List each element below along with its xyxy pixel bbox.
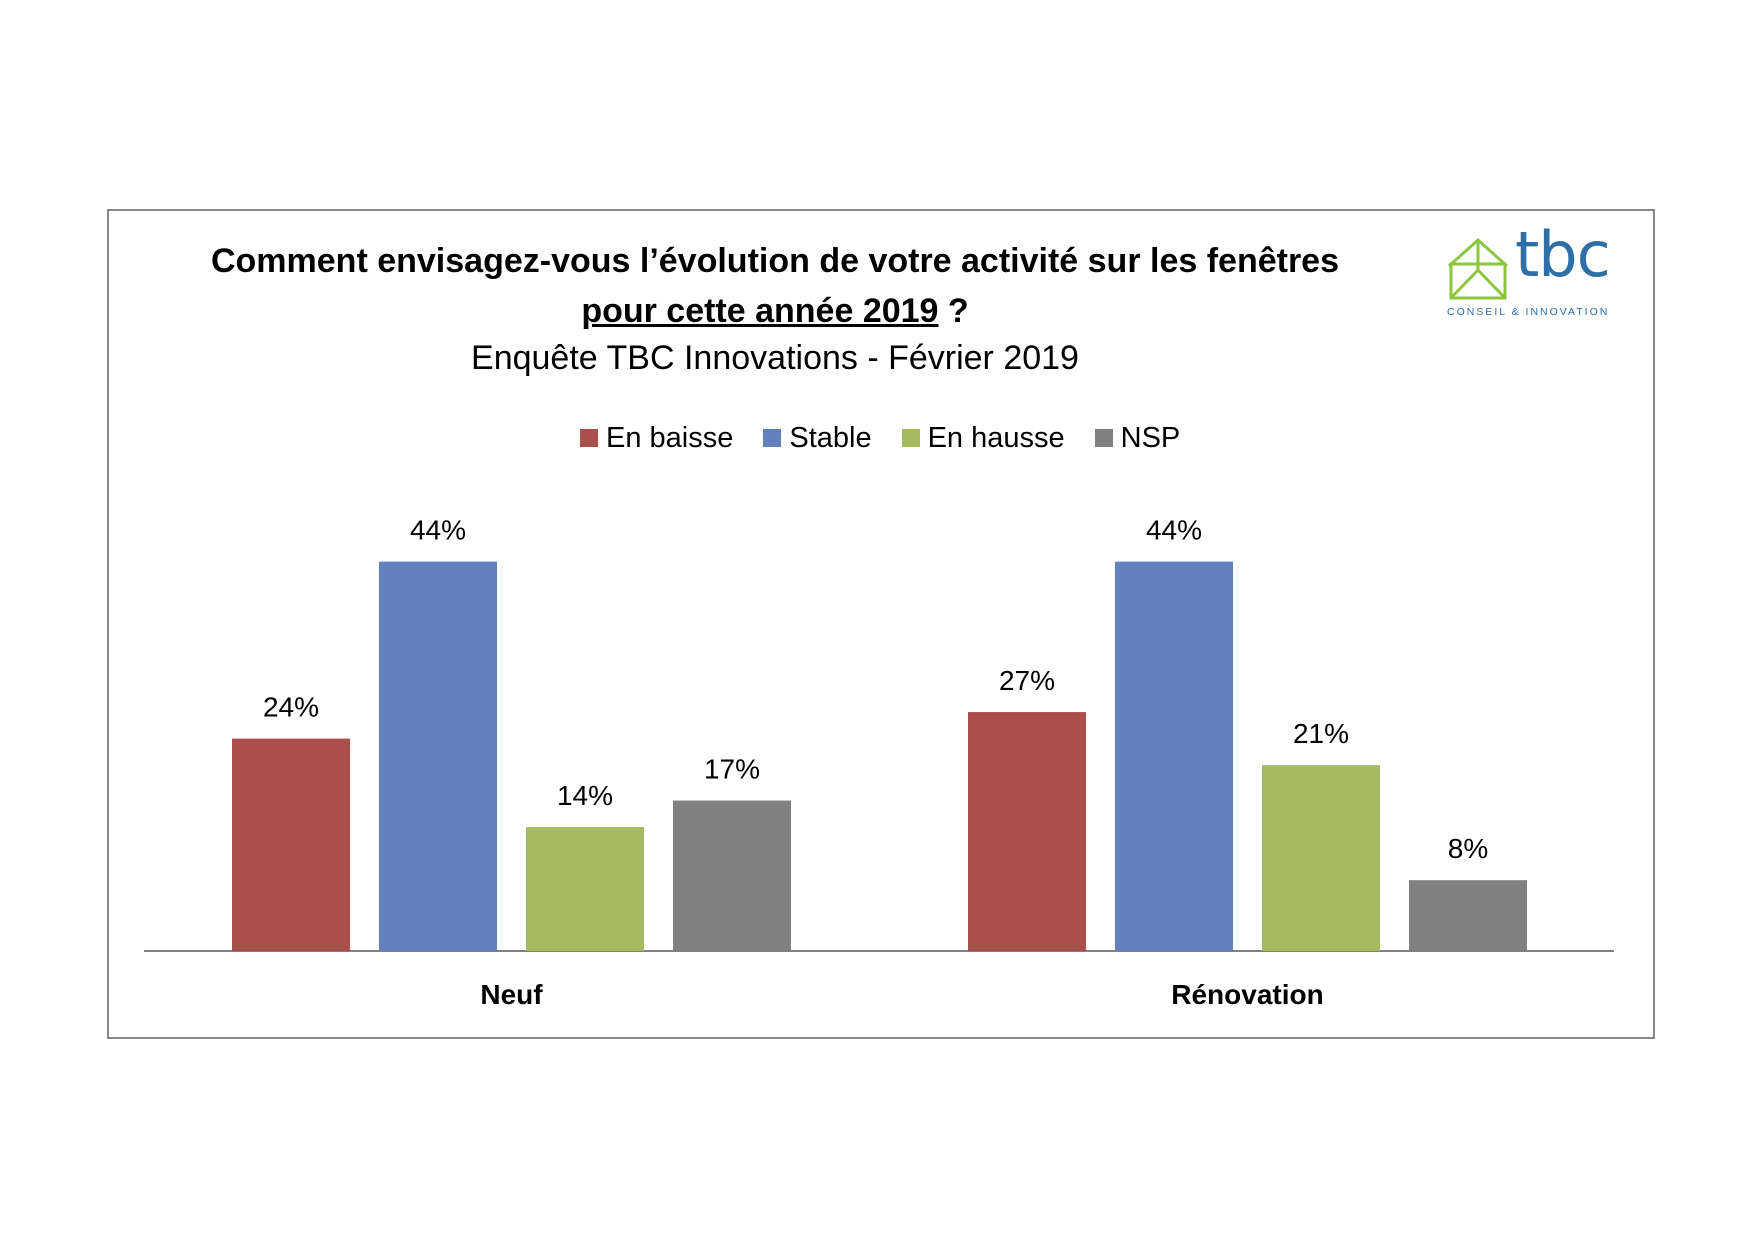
- legend-item-en-hausse: En hausse: [901, 421, 1065, 455]
- data-label-neuf-nsp: 17%: [704, 754, 760, 785]
- legend-swatch-stable: [763, 429, 782, 447]
- data-label-neuf-en-baisse: 24%: [263, 692, 319, 723]
- legend-item-en-baisse: En baisse: [580, 422, 733, 455]
- house-icon: [1447, 237, 1509, 300]
- data-label-neuf-en-hausse: 14%: [557, 780, 613, 811]
- chart-title-line1: Comment envisagez-vous l’évolution de vo…: [210, 242, 1339, 280]
- logo-wordmark: tbc: [1515, 218, 1611, 291]
- bar-renovation-nsp: [1409, 880, 1527, 951]
- bar-renovation-en-hausse: [1262, 765, 1380, 951]
- data-label-renovation-en-baisse: 27%: [999, 665, 1055, 696]
- legend-swatch-en-hausse: [901, 429, 920, 447]
- chart-frame: [107, 209, 1655, 1039]
- tbc-logo: tbc CONSEIL & INNOVATION: [1445, 218, 1635, 322]
- data-label-renovation-en-hausse: 21%: [1293, 718, 1349, 749]
- bar-renovation-en-baisse: [968, 712, 1086, 951]
- logo-tagline: CONSEIL & INNOVATION: [1447, 306, 1610, 318]
- bar-neuf-nsp: [673, 800, 791, 951]
- legend-swatch-nsp: [1094, 429, 1113, 447]
- category-label-renovation: Rénovation: [1171, 979, 1323, 1010]
- chart-title-underlined: pour cette année 2019: [581, 292, 939, 330]
- legend-item-nsp: NSP: [1094, 421, 1181, 455]
- chart-subtitle: Enquête TBC Innovations - Février 2019: [471, 339, 1079, 377]
- data-label-neuf-stable: 44%: [410, 515, 466, 546]
- legend-label-stable: Stable: [789, 421, 872, 454]
- bar-neuf-en-baisse: [232, 738, 350, 951]
- data-label-renovation-nsp: 8%: [1448, 833, 1488, 864]
- chart-legend: En baisse Stable En hausse NSP: [580, 418, 1180, 458]
- legend-label-en-hausse: En hausse: [927, 421, 1065, 454]
- legend-swatch-en-baisse: [580, 429, 598, 447]
- legend-label-nsp: NSP: [1120, 421, 1181, 454]
- chart-title-end: ?: [938, 292, 969, 330]
- bar-renovation-stable: [1115, 561, 1233, 951]
- chart-title-line2: pour cette année 2019 ?: [120, 286, 1430, 336]
- data-label-renovation-stable: 44%: [1146, 515, 1202, 546]
- bar-neuf-en-hausse: [526, 827, 644, 951]
- category-label-neuf: Neuf: [480, 979, 543, 1010]
- legend-label-en-baisse: En baisse: [606, 421, 734, 454]
- bar-neuf-stable: [379, 561, 497, 951]
- legend-item-stable: Stable: [763, 421, 872, 455]
